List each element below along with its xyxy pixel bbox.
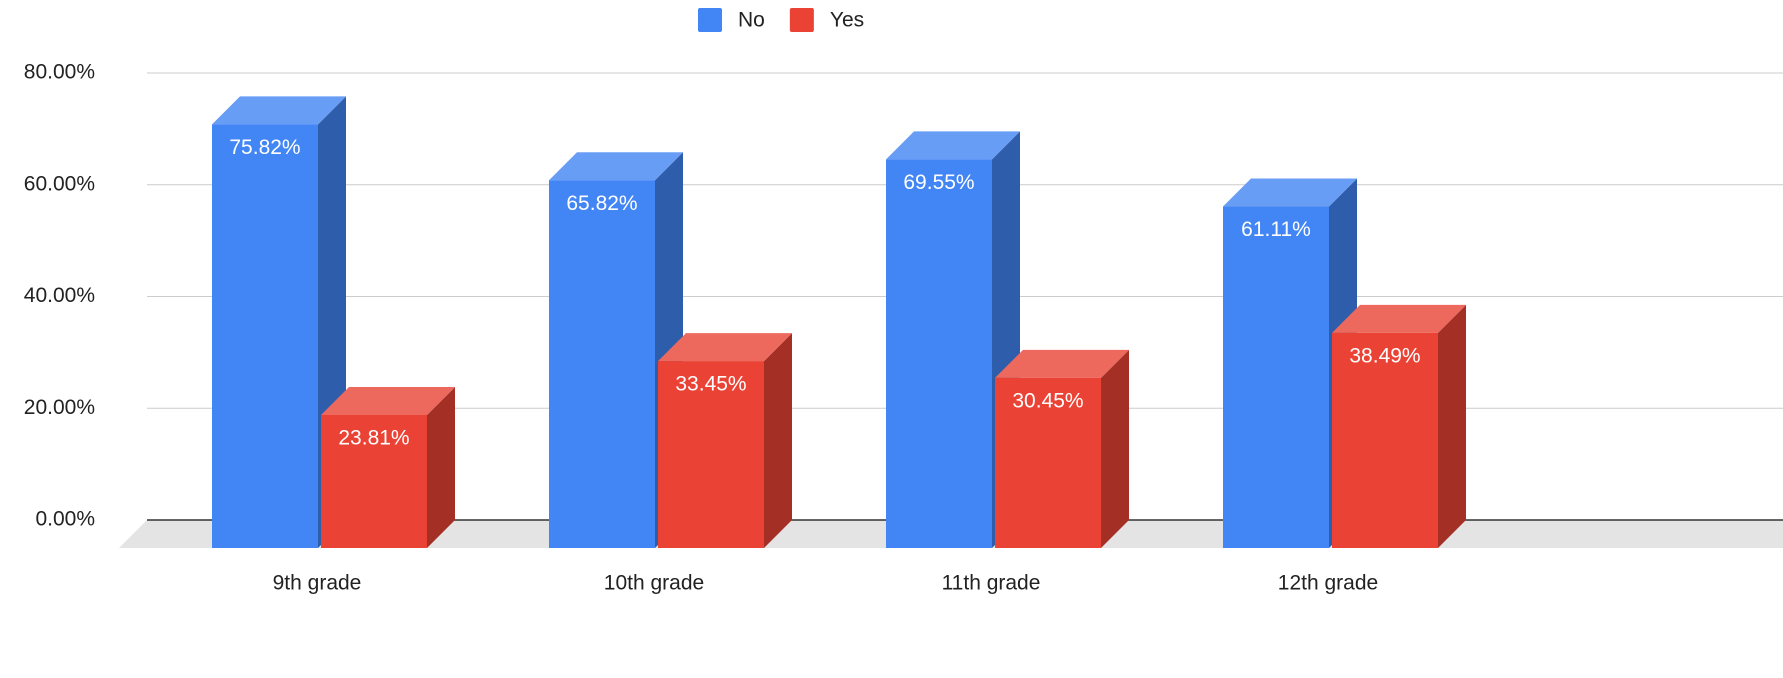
bar-top [549, 152, 683, 181]
bar-side [427, 386, 455, 548]
x-tick-label: 11th grade [942, 572, 1041, 595]
bar-top [886, 131, 1020, 160]
y-tick-label: 60.00% [24, 172, 95, 195]
bar-top [1332, 304, 1466, 333]
y-tick-label: 20.00% [24, 396, 95, 419]
legend-label: No [738, 9, 765, 32]
x-tick-label: 10th grade [604, 572, 704, 595]
bar [1223, 206, 1329, 548]
bar-top [321, 386, 455, 415]
data-label: 38.49% [1349, 344, 1420, 367]
data-label: 65.82% [566, 192, 637, 215]
bar [995, 377, 1101, 548]
bar-top [658, 333, 792, 362]
bar-side [1101, 349, 1129, 548]
bar [549, 180, 655, 548]
bar-top [1223, 178, 1357, 207]
data-label: 33.45% [675, 373, 746, 396]
bar [212, 124, 318, 549]
legend-label: Yes [830, 9, 864, 32]
y-tick-label: 0.00% [35, 508, 95, 531]
x-tick-label: 9th grade [273, 572, 362, 595]
y-tick-label: 80.00% [24, 61, 95, 84]
legend-swatch [789, 8, 814, 32]
bar-top [212, 96, 346, 125]
data-label: 23.81% [338, 427, 409, 450]
bar-side [764, 333, 792, 548]
y-tick-label: 40.00% [24, 284, 95, 307]
bar [1332, 332, 1438, 548]
data-label: 61.11% [1241, 218, 1311, 241]
bar-top [995, 349, 1129, 378]
data-label: 69.55% [903, 171, 974, 194]
bar [886, 159, 992, 548]
data-label: 30.45% [1012, 389, 1083, 412]
bar [658, 361, 764, 548]
bar-side [1438, 304, 1466, 548]
bar [321, 414, 427, 548]
x-tick-label: 12th grade [1278, 572, 1378, 595]
data-label: 75.82% [229, 136, 300, 159]
legend-swatch [698, 8, 722, 32]
